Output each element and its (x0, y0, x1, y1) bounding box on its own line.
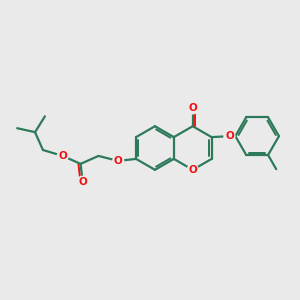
Circle shape (77, 176, 88, 187)
Text: O: O (114, 156, 123, 166)
Text: O: O (225, 131, 234, 141)
Circle shape (113, 155, 124, 166)
Text: O: O (188, 165, 197, 175)
Circle shape (187, 103, 198, 114)
Circle shape (57, 151, 68, 161)
Text: O: O (188, 103, 197, 113)
Circle shape (224, 131, 235, 142)
Text: O: O (58, 151, 67, 161)
Circle shape (187, 164, 198, 175)
Text: O: O (78, 177, 87, 187)
